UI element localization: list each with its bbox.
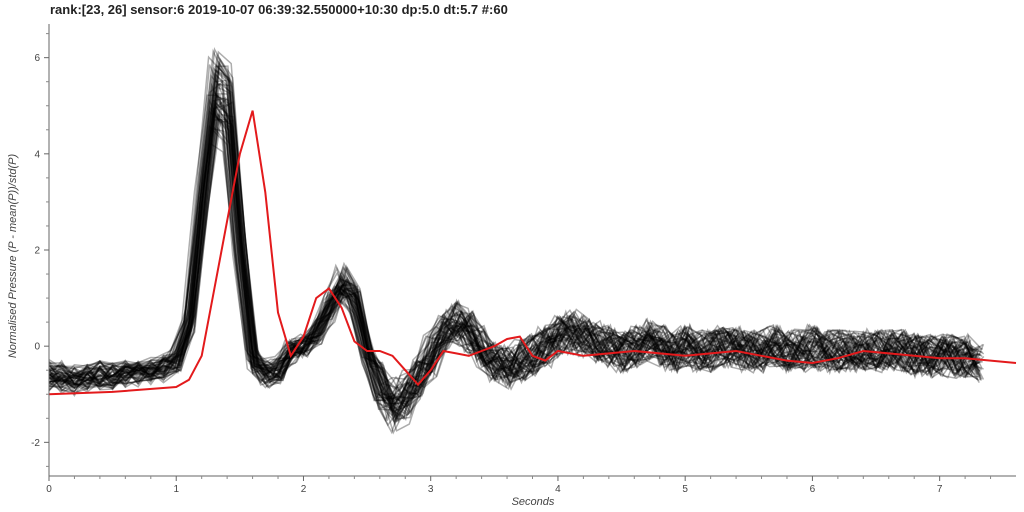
- background-series-line: [48, 103, 978, 410]
- y-tick-label: 0: [34, 342, 40, 353]
- background-series-line: [48, 64, 974, 400]
- background-series-line: [48, 93, 979, 421]
- background-series-line: [48, 97, 983, 412]
- background-series-line: [48, 110, 980, 390]
- x-axis-label: Seconds: [511, 496, 555, 508]
- background-series-line: [48, 48, 978, 419]
- background-series-line: [48, 105, 974, 402]
- background-series-line: [48, 127, 976, 404]
- background-series-line: [48, 99, 979, 409]
- background-series-line: [48, 50, 983, 422]
- background-series-line: [48, 97, 977, 421]
- background-series-line: [48, 117, 982, 389]
- background-series-line: [48, 94, 981, 425]
- background-series-line: [48, 56, 985, 424]
- x-tick-label: 4: [555, 484, 561, 495]
- x-tick-label: 1: [173, 484, 179, 495]
- background-series-line: [48, 94, 982, 420]
- background-series-line: [48, 72, 979, 414]
- highlight-series-line: [48, 110, 1017, 396]
- background-series-line: [48, 102, 979, 408]
- background-series-line: [48, 97, 979, 410]
- background-series-line: [48, 113, 982, 397]
- background-series-line: [48, 94, 972, 422]
- background-series-line: [48, 86, 982, 423]
- background-series-line: [48, 100, 985, 400]
- background-series-line: [48, 60, 983, 420]
- y-tick-label: -2: [31, 438, 40, 449]
- y-tick-label: 4: [34, 149, 40, 160]
- background-series-line: [48, 115, 982, 415]
- background-series-line: [48, 115, 981, 405]
- background-series-line: [48, 124, 974, 411]
- background-series-line: [48, 119, 985, 422]
- x-tick-label: 6: [810, 484, 816, 495]
- background-series-line: [48, 97, 974, 421]
- background-series-line: [48, 106, 980, 406]
- background-series-line: [48, 69, 980, 423]
- background-series-line: [48, 113, 985, 393]
- background-series-line: [48, 66, 984, 405]
- plot-lines: [48, 46, 1017, 435]
- background-series-line: [48, 74, 976, 401]
- background-series-line: [48, 82, 976, 405]
- background-series-line: [48, 59, 983, 418]
- background-series-line: [48, 64, 981, 408]
- background-series-line: [48, 118, 979, 414]
- background-series-line: [48, 95, 981, 417]
- background-series-line: [48, 68, 980, 400]
- background-series-line: [48, 79, 979, 401]
- background-series-line: [48, 101, 980, 412]
- background-series-line: [48, 64, 983, 432]
- background-series-line: [48, 55, 973, 402]
- background-series-line: [48, 83, 981, 403]
- background-series-line: [48, 73, 981, 416]
- y-tick-label: 2: [34, 246, 40, 257]
- background-series-line: [48, 110, 974, 406]
- background-series-line: [48, 88, 978, 417]
- background-series-line: [48, 53, 981, 427]
- background-series-line: [48, 46, 979, 410]
- background-series-line: [48, 65, 980, 435]
- background-series-line: [48, 93, 983, 419]
- x-tick-label: 5: [682, 484, 688, 495]
- y-tick-label: 6: [34, 53, 40, 64]
- background-series-line: [48, 82, 983, 409]
- background-series-line: [48, 109, 978, 402]
- ticks: 0 1 2 3 4 5 6 7 -2 0 2 4 6: [31, 33, 992, 495]
- x-tick-label: 7: [937, 484, 943, 495]
- background-series-line: [48, 126, 982, 415]
- background-series-line: [48, 80, 974, 427]
- x-tick-label: 2: [301, 484, 307, 495]
- chart-title: rank:[23, 26] sensor:6 2019-10-07 06:39:…: [50, 2, 508, 17]
- background-series-line: [48, 103, 980, 420]
- background-series-line: [48, 66, 978, 435]
- x-tick-label: 0: [46, 484, 52, 495]
- x-tick-label: 3: [428, 484, 434, 495]
- background-series-line: [48, 100, 984, 415]
- background-series-line: [48, 142, 975, 412]
